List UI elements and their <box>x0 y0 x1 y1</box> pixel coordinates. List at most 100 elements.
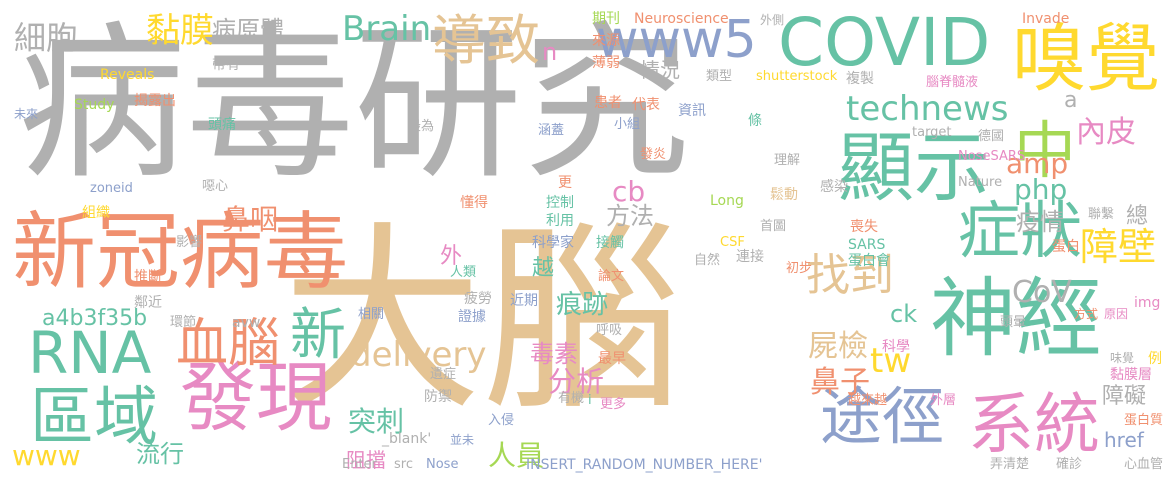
word: 初步 <box>786 261 813 276</box>
word: 方法 <box>606 202 654 230</box>
word: 障壁 <box>1080 225 1157 269</box>
word: 喪失 <box>850 219 878 235</box>
word: a4b3f35b <box>42 306 148 331</box>
word: 外層 <box>930 393 957 408</box>
word: src <box>394 457 413 472</box>
word: 理解 <box>774 153 801 168</box>
word: 科學家 <box>532 235 574 251</box>
word: 障礙 <box>1102 384 1147 409</box>
word: 頭暈 <box>1000 315 1027 330</box>
word: 鬆動 <box>770 187 798 203</box>
word: 最為 <box>408 119 435 134</box>
word: Study <box>74 97 115 113</box>
word: 突刺 <box>348 405 405 438</box>
word: 噁心 <box>202 179 229 194</box>
word: 近期 <box>510 293 538 309</box>
word: 並未 <box>450 433 475 447</box>
word: 嗅覺 <box>1012 16 1160 102</box>
word: 蛋白質 <box>1124 413 1164 428</box>
word: 鄰近 <box>134 295 162 311</box>
word: 遺症 <box>430 367 457 382</box>
word: 揭露出 <box>134 93 176 109</box>
word: 味覺 <box>1110 351 1135 365</box>
word: 黏膜 <box>146 11 214 51</box>
word: 人員 <box>488 439 545 472</box>
word: 自然 <box>694 253 721 268</box>
word: 推斷 <box>134 269 162 285</box>
word: 期刊 <box>592 11 620 27</box>
word: 接觸 <box>596 235 624 251</box>
word: 影響 <box>176 235 203 250</box>
word: href <box>1104 428 1144 452</box>
word: 相關 <box>358 307 385 322</box>
word: 顯示 <box>838 123 990 212</box>
word: 鼻咽 <box>222 203 279 236</box>
word: 越 <box>532 256 555 281</box>
word: Neuroscience <box>634 11 729 27</box>
word: php <box>1014 173 1068 206</box>
word: Invade <box>1022 11 1070 27</box>
word: 區域 <box>30 381 158 455</box>
word: 大腦 <box>282 205 683 438</box>
word: 控制 <box>546 195 574 211</box>
word: 德國 <box>978 129 1005 144</box>
word: 涵蓋 <box>538 123 565 138</box>
word: avw <box>232 315 261 331</box>
word: 類型 <box>706 69 733 84</box>
word: NoseSARS <box>958 149 1026 164</box>
word: 方式 <box>1074 307 1099 321</box>
word: 論文 <box>598 269 625 284</box>
word: 薄弱 <box>592 55 620 71</box>
word: 心血管 <box>1124 457 1164 472</box>
word: Enter <box>342 457 377 472</box>
word: 證據 <box>458 309 486 325</box>
word: 感染 <box>820 179 848 195</box>
word: technews <box>846 89 1009 129</box>
word: 神經 <box>930 269 1102 369</box>
word: 呼吸 <box>596 323 623 338</box>
word: 組織 <box>82 205 110 221</box>
word: 屍檢 <box>808 329 868 364</box>
word: ck <box>890 300 918 328</box>
word: 懂得 <box>460 195 488 211</box>
word: zoneid <box>90 181 133 196</box>
word: www <box>12 439 81 472</box>
word: 總 <box>1126 204 1149 229</box>
word: 中 <box>1014 114 1077 187</box>
word: 新冠病毒 <box>12 203 349 301</box>
word: 病原體 <box>212 16 284 44</box>
word: 確診 <box>1056 457 1083 472</box>
word: _blank' <box>382 431 432 447</box>
word: 疲勞 <box>464 291 492 307</box>
word: Brain <box>342 9 432 49</box>
word: 流行 <box>136 440 184 468</box>
word: 毒素 <box>530 340 578 368</box>
word: i <box>588 393 592 408</box>
word: img <box>1134 295 1161 311</box>
word: delivery <box>350 335 487 375</box>
word: n <box>542 38 558 66</box>
word: 系統 <box>968 386 1100 463</box>
word: 分析 <box>548 365 605 398</box>
word: 導致 <box>432 9 540 72</box>
word: 途徑 <box>820 380 945 453</box>
word: shutterstock <box>756 69 838 84</box>
word: 首圖 <box>760 219 787 234</box>
word: 有機 <box>558 391 585 406</box>
word: 連接 <box>736 249 764 265</box>
word: a <box>1064 88 1078 113</box>
word: 病毒研究 <box>18 6 690 202</box>
word: 小組 <box>614 117 641 132</box>
word: 情況 <box>640 58 680 82</box>
word: 例 <box>1148 351 1162 367</box>
word: 阻擋 <box>346 448 386 472</box>
word: Long <box>710 193 744 209</box>
word: 外側 <box>760 13 785 27</box>
word: 更多 <box>600 397 627 412</box>
word: 來源 <box>592 33 620 49</box>
word: 內皮 <box>1076 115 1136 150</box>
word: 黏膜層 <box>1110 367 1152 383</box>
word: 腦脊髓液 <box>926 75 979 90</box>
word: 更 <box>558 175 572 191</box>
